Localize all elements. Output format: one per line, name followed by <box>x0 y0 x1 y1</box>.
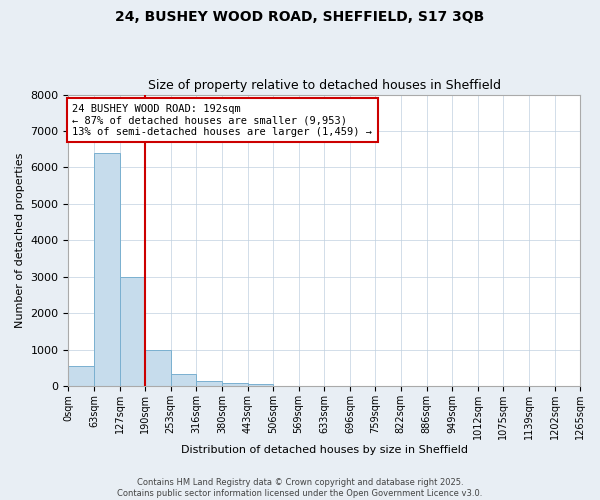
Text: 24, BUSHEY WOOD ROAD, SHEFFIELD, S17 3QB: 24, BUSHEY WOOD ROAD, SHEFFIELD, S17 3QB <box>115 10 485 24</box>
Bar <box>222 382 248 386</box>
Bar <box>145 350 171 387</box>
Y-axis label: Number of detached properties: Number of detached properties <box>15 152 25 328</box>
Text: Contains HM Land Registry data © Crown copyright and database right 2025.
Contai: Contains HM Land Registry data © Crown c… <box>118 478 482 498</box>
Bar <box>68 366 94 386</box>
Bar <box>171 374 196 386</box>
Text: 24 BUSHEY WOOD ROAD: 192sqm
← 87% of detached houses are smaller (9,953)
13% of : 24 BUSHEY WOOD ROAD: 192sqm ← 87% of det… <box>73 104 373 137</box>
X-axis label: Distribution of detached houses by size in Sheffield: Distribution of detached houses by size … <box>181 445 468 455</box>
Bar <box>248 384 273 386</box>
Title: Size of property relative to detached houses in Sheffield: Size of property relative to detached ho… <box>148 79 501 92</box>
Bar <box>120 277 145 386</box>
Bar <box>196 381 222 386</box>
Bar <box>94 153 120 386</box>
